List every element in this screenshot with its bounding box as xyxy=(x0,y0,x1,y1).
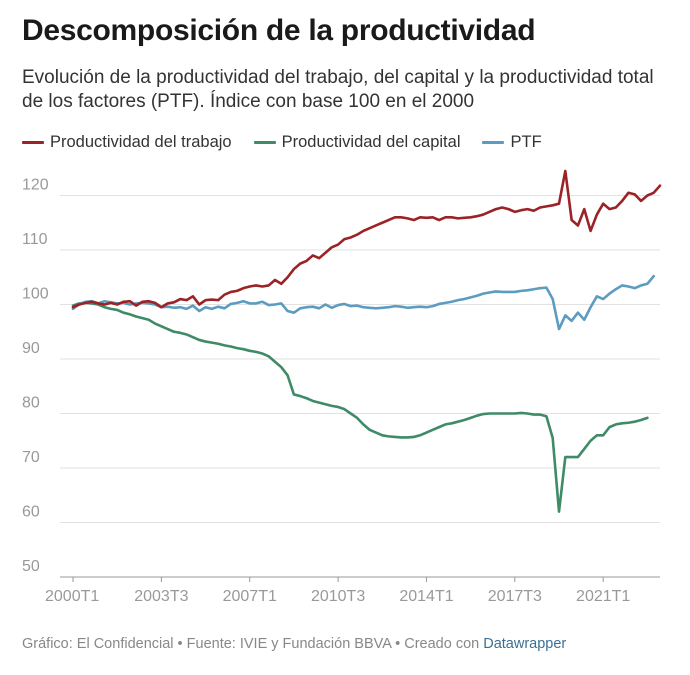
gridlines xyxy=(60,195,660,578)
legend: Productividad del trabajo Productividad … xyxy=(22,133,542,152)
y-tick-label-90: 90 xyxy=(22,340,40,357)
series-line-ptf xyxy=(71,274,655,331)
legend-swatch-ptf xyxy=(482,141,505,144)
y-tick-label-120: 120 xyxy=(22,177,49,194)
legend-swatch-capital xyxy=(253,141,276,144)
x-tick-label-2010T3: 2010T3 xyxy=(311,588,365,605)
y-tick-label-80: 80 xyxy=(22,395,40,412)
series-line-capital xyxy=(71,301,649,513)
footer: Gráfico: El Confidencial • Fuente: IVIE … xyxy=(22,636,566,652)
y-tick-label-60: 60 xyxy=(22,504,40,521)
chart-subtitle: Evolución de la productividad del trabaj… xyxy=(22,67,654,112)
x-tick-label-2014T1: 2014T1 xyxy=(399,588,453,605)
legend-item-trabajo: Productividad del trabajo xyxy=(22,133,232,152)
chart-title: Descomposición de la productividad xyxy=(22,14,536,47)
y-tick-label-100: 100 xyxy=(22,286,49,303)
legend-label-ptf: PTF xyxy=(510,133,542,151)
footer-credit: Gráfico: El Confidencial • Fuente: IVIE … xyxy=(22,636,484,652)
legend-label-trabajo: Productividad del trabajo xyxy=(50,133,232,151)
legend-label-capital: Productividad del capital xyxy=(281,133,461,151)
datawrapper-link[interactable]: Datawrapper xyxy=(483,636,567,652)
legend-swatch-trabajo xyxy=(22,141,44,144)
y-tick-label-110: 110 xyxy=(22,231,48,248)
series-line-trabajo xyxy=(71,169,662,309)
y-tick-label-50: 50 xyxy=(22,558,40,575)
x-tick-label-2000T1: 2000T1 xyxy=(45,588,99,605)
y-axis-ticks: 50 60 70 80 90 100 110 120 xyxy=(22,177,49,576)
x-tick-label-2017T3: 2017T3 xyxy=(488,588,542,605)
legend-item-capital: Productividad del capital xyxy=(253,133,461,152)
y-tick-label-70: 70 xyxy=(22,449,40,466)
series-lines xyxy=(71,169,662,513)
legend-item-ptf: PTF xyxy=(482,133,542,152)
x-tick-label-2003T3: 2003T3 xyxy=(134,588,188,605)
x-tick-label-2021T1: 2021T1 xyxy=(576,588,630,605)
x-axis-ticks: 2000T1 2003T3 2007T1 2010T3 2014T1 2017T3 2021… xyxy=(45,577,630,605)
x-tick-label-2007T1: 2007T1 xyxy=(223,588,277,605)
